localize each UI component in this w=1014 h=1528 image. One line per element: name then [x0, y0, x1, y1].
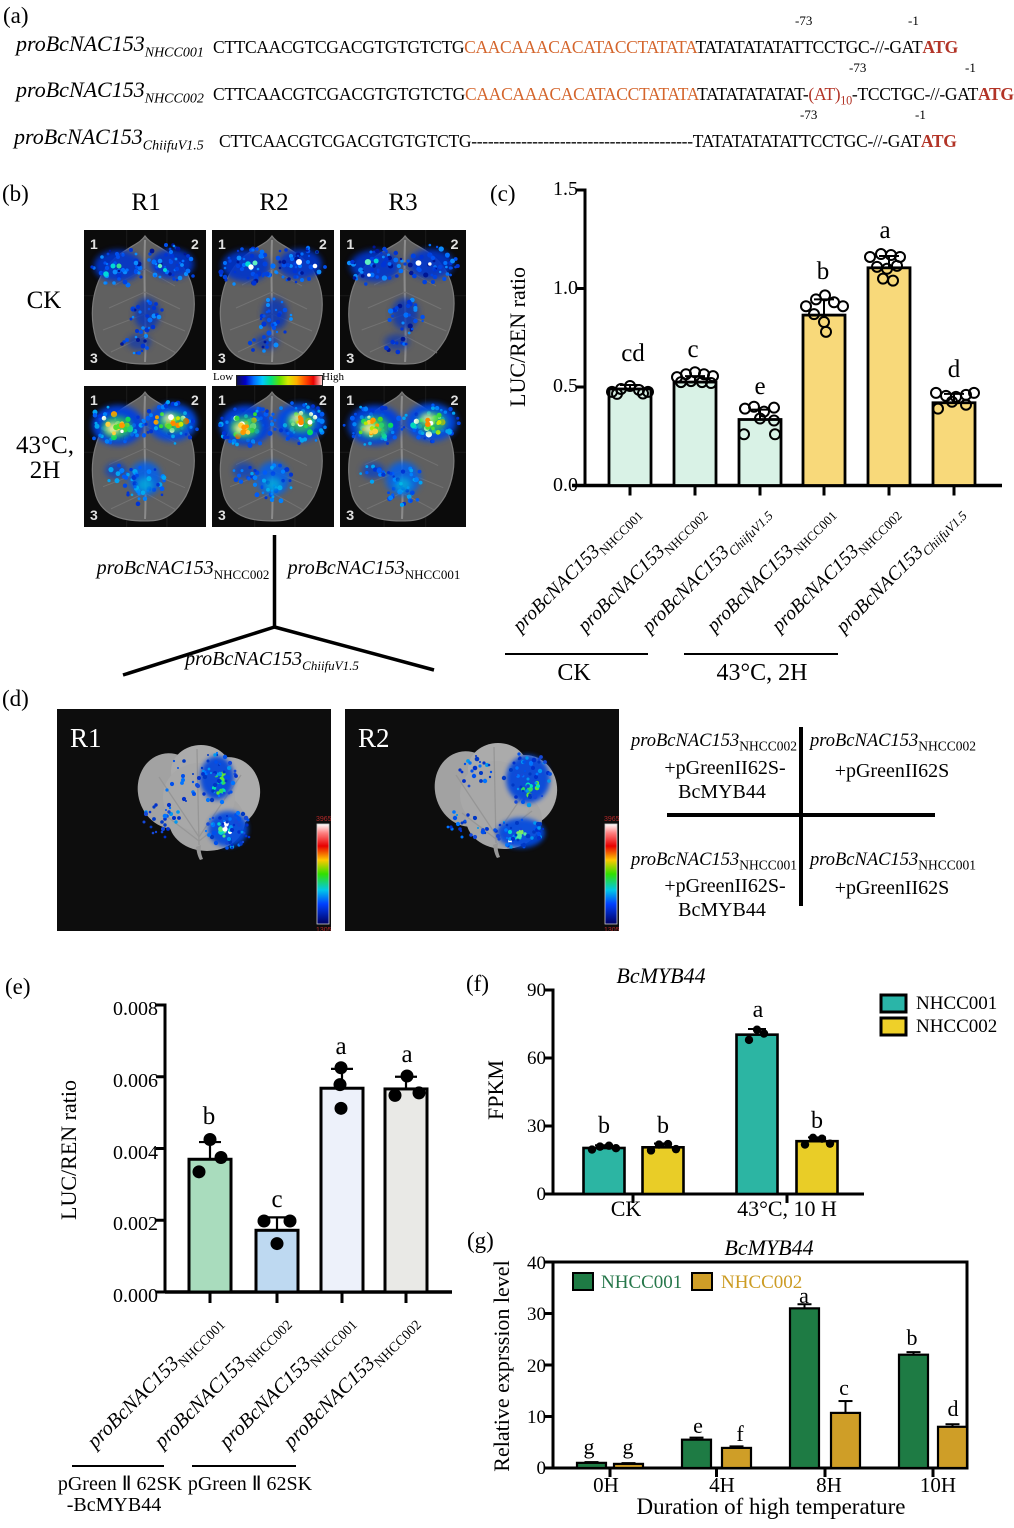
- svg-text:2: 2: [191, 236, 199, 252]
- svg-text:2: 2: [319, 236, 327, 252]
- svg-text:2: 2: [319, 392, 327, 408]
- svg-text:1305: 1305: [604, 927, 619, 931]
- svg-text:3965: 3965: [604, 816, 619, 823]
- svg-text:1: 1: [218, 392, 226, 408]
- svg-text:1: 1: [346, 393, 354, 409]
- svg-text:3: 3: [218, 507, 226, 523]
- svg-text:1: 1: [90, 392, 98, 408]
- svg-text:3: 3: [90, 507, 98, 523]
- svg-text:1: 1: [90, 236, 98, 252]
- svg-text:2: 2: [451, 393, 459, 409]
- svg-text:R2: R2: [358, 723, 390, 753]
- svg-text:3965: 3965: [316, 816, 331, 823]
- svg-text:3: 3: [346, 508, 354, 524]
- svg-text:2: 2: [451, 237, 459, 253]
- svg-text:3: 3: [90, 350, 98, 366]
- svg-text:3: 3: [218, 350, 226, 366]
- svg-text:1: 1: [346, 237, 354, 253]
- svg-text:2: 2: [191, 392, 199, 408]
- svg-text:1305: 1305: [316, 927, 331, 931]
- svg-text:1: 1: [218, 236, 226, 252]
- svg-text:R1: R1: [70, 723, 102, 753]
- svg-text:3: 3: [346, 351, 354, 367]
